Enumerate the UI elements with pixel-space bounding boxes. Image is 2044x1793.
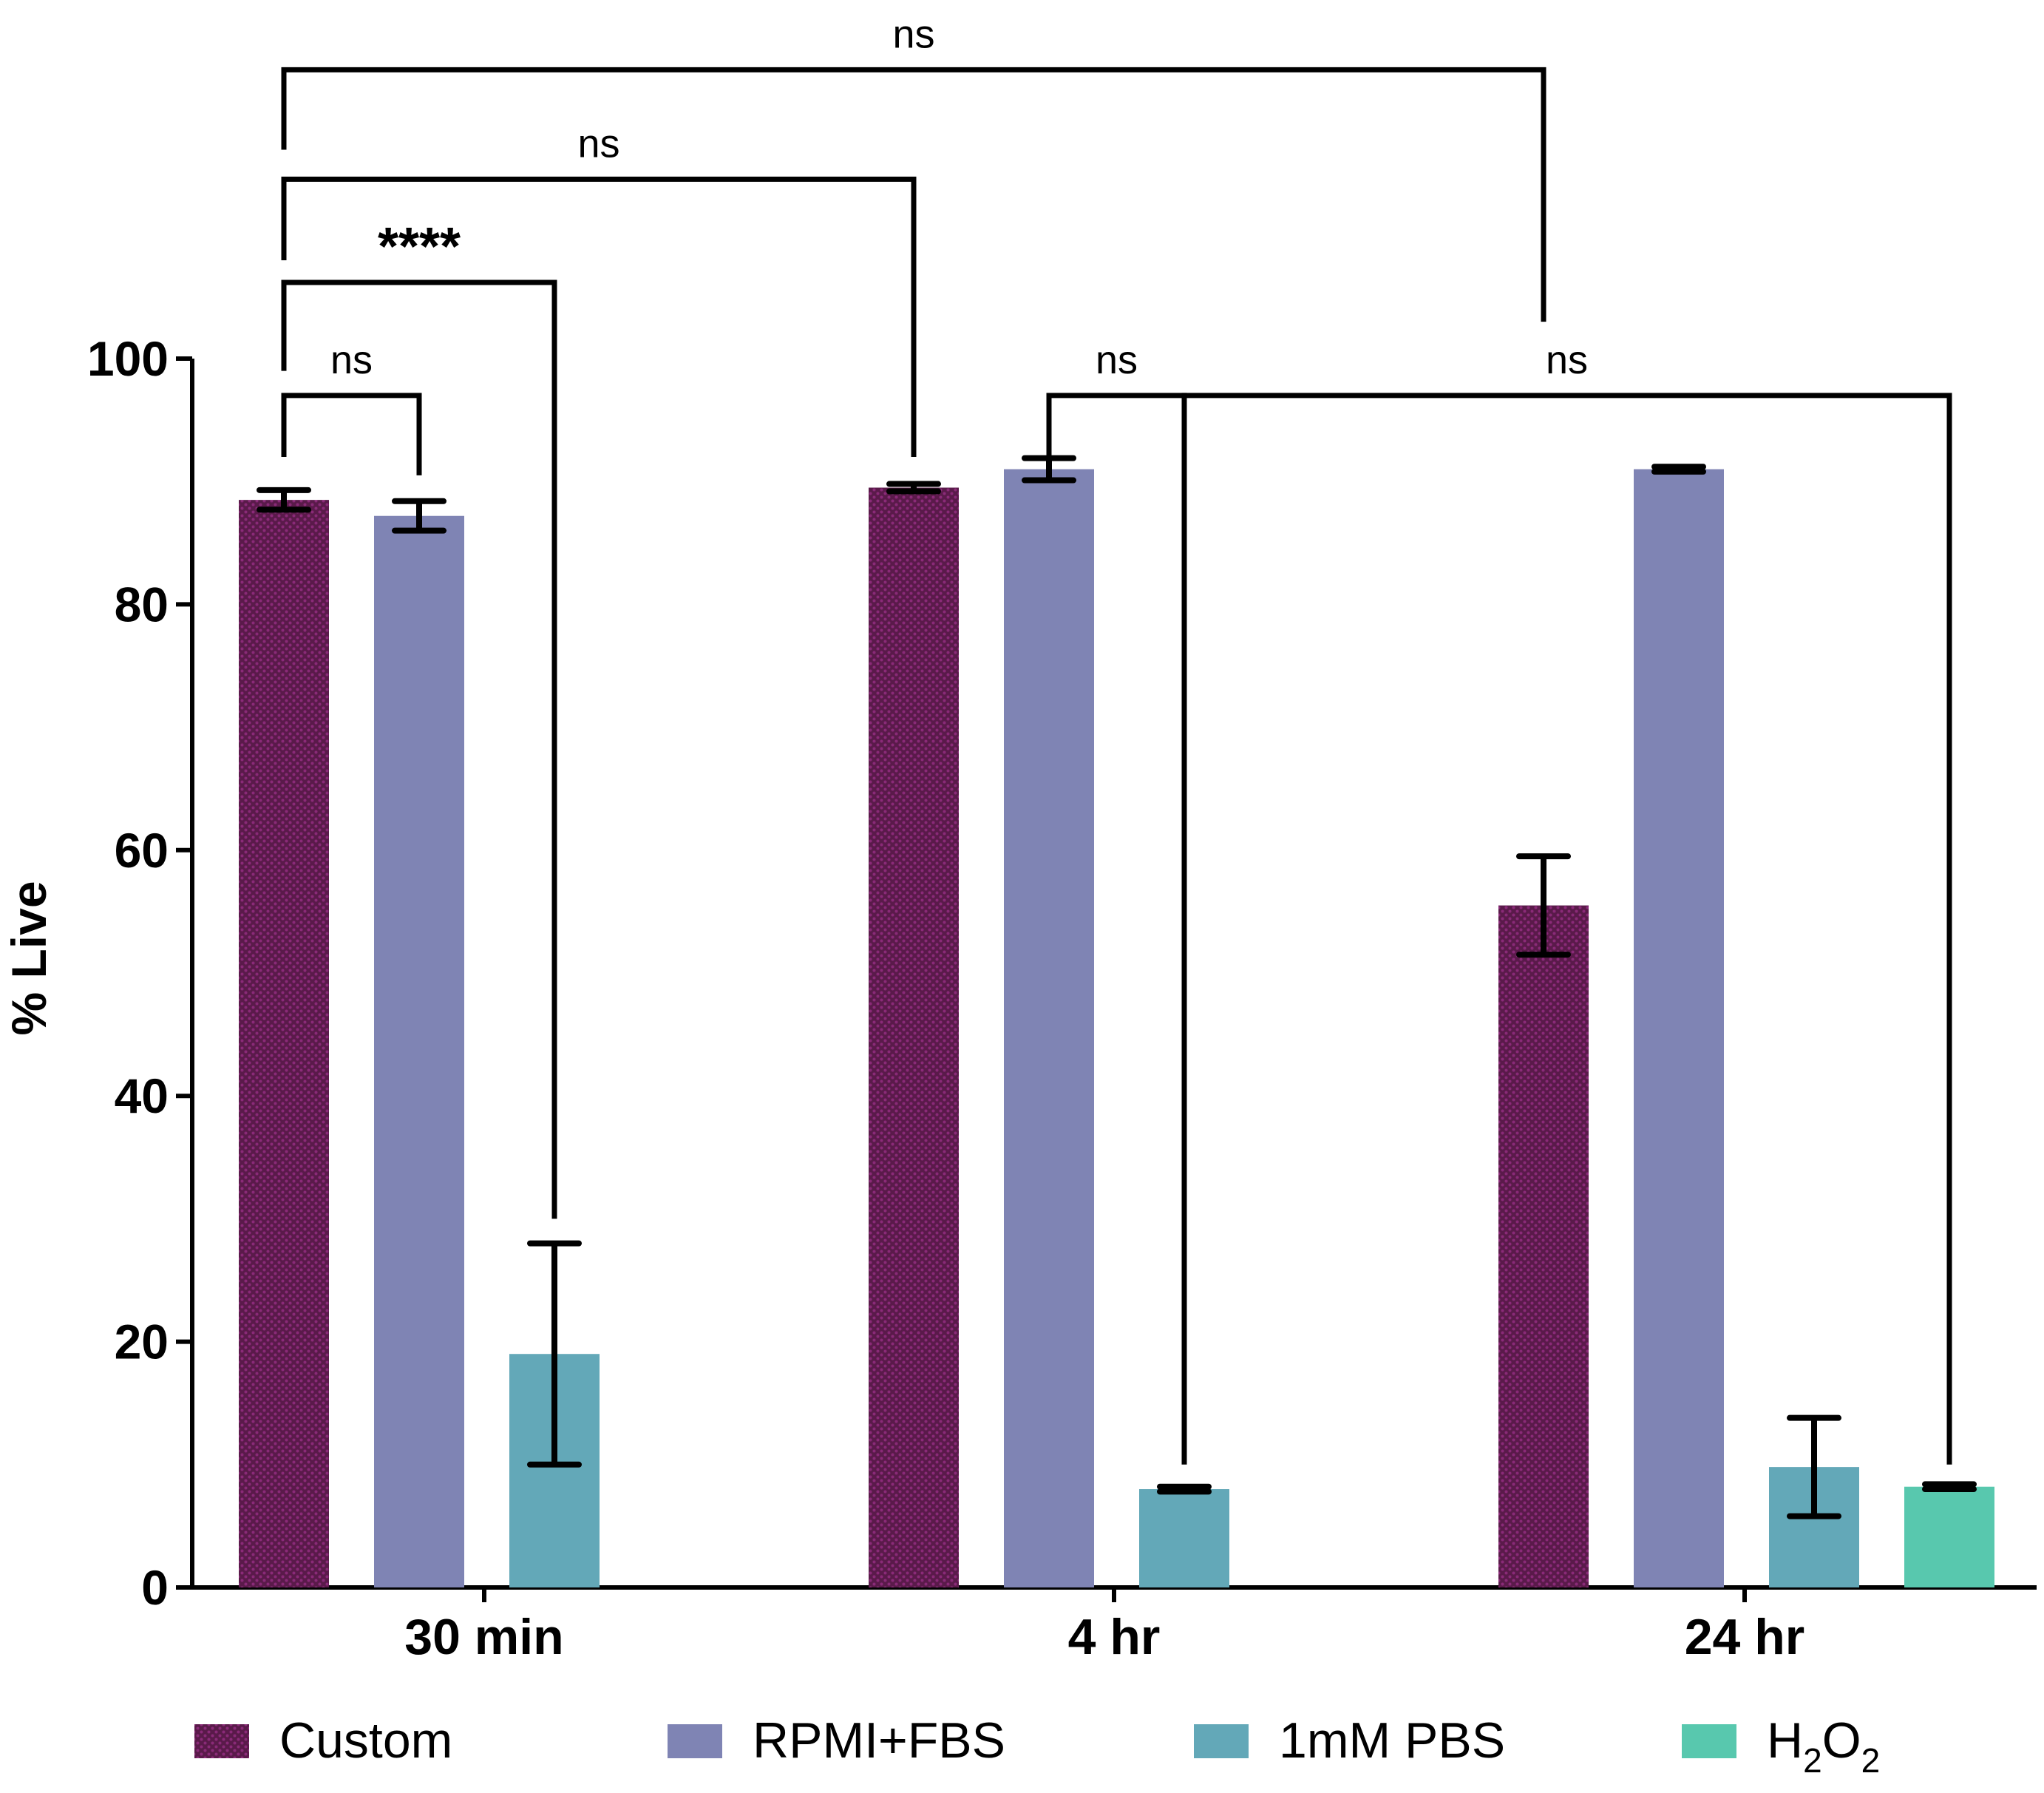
y-axis-title: % Live	[1, 881, 56, 1035]
bar-custom-0	[239, 500, 329, 1587]
bar-h2o2-2	[1904, 1486, 1994, 1587]
axes: 0 20 40 60 80 100 % Live 30 min 4 hr 24 hr	[1, 331, 2037, 1665]
bracket-line	[281, 67, 1546, 322]
y-tick-label: 40	[115, 1068, 169, 1123]
error-bar	[1516, 853, 1571, 958]
significance-ns: ns	[577, 121, 619, 166]
bar-custom-1	[869, 487, 959, 1587]
legend-swatch	[194, 1724, 249, 1758]
significance-ns: ns	[330, 338, 373, 382]
significance-ns: ns	[892, 12, 934, 56]
error-bar	[1157, 1483, 1212, 1495]
legend-swatch	[668, 1724, 722, 1758]
significance-bracket: ns	[281, 338, 422, 475]
legend-swatch	[1194, 1724, 1249, 1758]
legend-swatch	[1682, 1724, 1736, 1758]
x-tick-label: 30 min	[404, 1609, 563, 1665]
bracket-line	[1181, 393, 1952, 1465]
bar-custom-2	[1498, 905, 1589, 1587]
y-tick-label: 0	[141, 1560, 169, 1615]
error-bar	[1022, 455, 1076, 484]
error-bar	[1787, 1414, 1841, 1519]
significance-ns: ns	[1546, 338, 1588, 382]
bar-rpmi-fbs-2	[1634, 469, 1724, 1587]
x-tick-label: 4 hr	[1068, 1609, 1161, 1665]
legend-label: Custom	[279, 1712, 452, 1769]
bars	[239, 469, 1994, 1587]
y-tick-label: 80	[115, 577, 169, 631]
significance-brackets: ns **** ns ns ns ns	[281, 12, 1952, 1465]
legend-label: RPMI+FBS	[753, 1712, 1005, 1769]
legend-label: H2O2	[1767, 1712, 1880, 1780]
legend-item: H2O2	[1682, 1712, 1880, 1780]
error-bar	[257, 487, 311, 513]
significance-bracket: ns	[281, 121, 917, 457]
error-bar	[886, 481, 941, 495]
x-tick-label: 24 hr	[1685, 1609, 1805, 1665]
y-tick-label: 20	[115, 1315, 169, 1369]
bar-1mm-pbs-1	[1139, 1489, 1229, 1587]
bracket-line	[1046, 393, 1187, 475]
legend-item: RPMI+FBS	[668, 1712, 1005, 1769]
legend-item: Custom	[194, 1712, 452, 1769]
legend-label: 1mM PBS	[1279, 1712, 1505, 1769]
error-bar	[1651, 464, 1706, 475]
significance-stars: ****	[378, 217, 461, 277]
y-tick-label: 100	[87, 331, 169, 386]
significance-bracket: ns	[281, 12, 1546, 322]
significance-bracket: ns	[1046, 338, 1187, 475]
legend: Custom RPMI+FBS 1mM PBS H2O2	[194, 1712, 1880, 1780]
bracket-line	[281, 393, 422, 475]
y-tick-label: 60	[115, 823, 169, 878]
bar-rpmi-fbs-1	[1004, 469, 1094, 1587]
error-bars	[257, 455, 1977, 1519]
legend-item: 1mM PBS	[1194, 1712, 1505, 1769]
bracket-line	[281, 279, 557, 1219]
error-bar	[1922, 1481, 1977, 1493]
bar-rpmi-fbs-0	[374, 515, 464, 1587]
significance-bracket: ****	[281, 217, 557, 1219]
error-bar	[392, 498, 447, 534]
significance-bracket: ns	[1181, 338, 1952, 1465]
bracket-line	[281, 176, 917, 457]
significance-ns: ns	[1096, 338, 1138, 382]
error-bar	[527, 1240, 582, 1468]
